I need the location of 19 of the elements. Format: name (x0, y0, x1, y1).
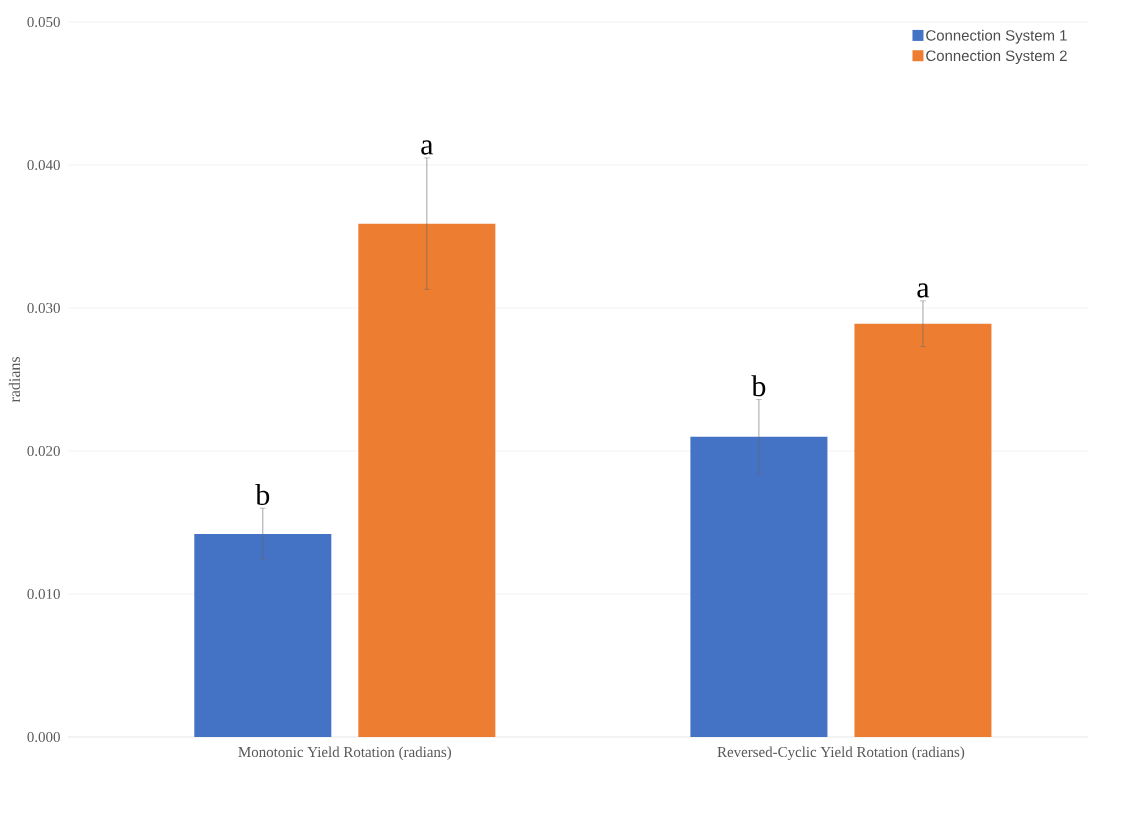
annotation: a (917, 283, 930, 298)
legend-label: Connection System 1 (926, 29, 1067, 44)
bar (358, 223, 496, 737)
annotation: b (751, 375, 766, 397)
legend-label: Connection System 2 (926, 50, 1067, 64)
y-tick-label: 0.050 (27, 16, 60, 28)
y-tick-label: 0.010 (27, 588, 60, 600)
x-tick-label: Monotonic Yield Rotation (radians) (238, 746, 452, 761)
annotation: b (255, 483, 270, 505)
y-tick-label: 0.040 (27, 159, 60, 171)
y-tick-label: 0.020 (27, 445, 60, 457)
y-axis-title: radians (8, 357, 21, 403)
x-tick-label: Reversed-Cyclic Yield Rotation (radians) (717, 746, 965, 761)
bar (854, 323, 992, 737)
bar (194, 533, 332, 737)
annotation: a (421, 140, 434, 155)
y-tick-label: 0.000 (27, 731, 60, 743)
bar (690, 436, 828, 737)
y-tick-label: 0.030 (27, 302, 60, 314)
